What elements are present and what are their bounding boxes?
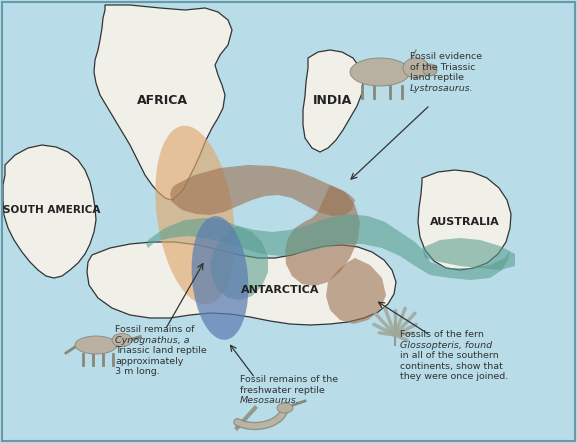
Polygon shape bbox=[170, 165, 355, 216]
Polygon shape bbox=[422, 238, 515, 270]
Text: INDIA: INDIA bbox=[313, 93, 353, 106]
Polygon shape bbox=[210, 226, 268, 300]
Text: freshwater reptile: freshwater reptile bbox=[240, 385, 325, 395]
Text: Fossil evidence: Fossil evidence bbox=[410, 52, 482, 61]
Ellipse shape bbox=[192, 216, 249, 340]
Polygon shape bbox=[326, 258, 386, 324]
Text: SOUTH AMERICA: SOUTH AMERICA bbox=[3, 205, 101, 215]
Text: Triassic land reptile: Triassic land reptile bbox=[115, 346, 207, 355]
Ellipse shape bbox=[403, 58, 429, 78]
Ellipse shape bbox=[423, 64, 437, 76]
Text: Mesosaurus.: Mesosaurus. bbox=[240, 396, 299, 405]
Text: Lystrosaurus.: Lystrosaurus. bbox=[410, 84, 474, 93]
Ellipse shape bbox=[75, 336, 117, 354]
Ellipse shape bbox=[350, 58, 410, 86]
Ellipse shape bbox=[277, 403, 293, 413]
Text: of the Triassic: of the Triassic bbox=[410, 62, 475, 71]
Polygon shape bbox=[3, 145, 96, 278]
Polygon shape bbox=[418, 170, 511, 270]
Text: ANTARCTICA: ANTARCTICA bbox=[241, 285, 319, 295]
Text: 3 m long.: 3 m long. bbox=[115, 367, 160, 376]
Text: approximately: approximately bbox=[115, 357, 183, 365]
Polygon shape bbox=[146, 214, 510, 280]
Polygon shape bbox=[285, 185, 360, 286]
Ellipse shape bbox=[112, 334, 132, 346]
Text: Fossil remains of: Fossil remains of bbox=[115, 325, 194, 334]
Text: Cynognathus, a: Cynognathus, a bbox=[115, 335, 190, 345]
Text: continents, show that: continents, show that bbox=[400, 361, 503, 371]
Text: Fossils of the fern: Fossils of the fern bbox=[400, 330, 484, 339]
Polygon shape bbox=[94, 5, 232, 200]
Polygon shape bbox=[303, 50, 363, 152]
Ellipse shape bbox=[155, 126, 235, 304]
Text: AUSTRALIA: AUSTRALIA bbox=[430, 217, 500, 227]
Text: land reptile: land reptile bbox=[410, 73, 464, 82]
Text: Fossil remains of the: Fossil remains of the bbox=[240, 375, 338, 384]
Text: in all of the southern: in all of the southern bbox=[400, 351, 499, 360]
Text: AFRICA: AFRICA bbox=[137, 93, 188, 106]
Text: Glossopteris, found: Glossopteris, found bbox=[400, 341, 492, 350]
Text: they were once joined.: they were once joined. bbox=[400, 372, 508, 381]
Polygon shape bbox=[87, 242, 396, 325]
